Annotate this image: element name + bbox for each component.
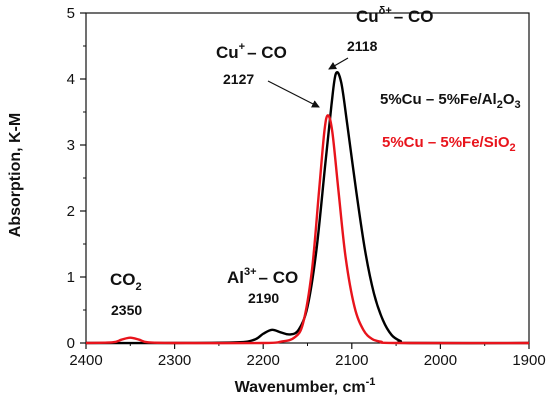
y-tick-label-0: 0 [67,335,75,352]
plot-frame [85,12,530,344]
x-axis-title: Wavenumber, cm-1 [235,376,376,396]
y-tick-label-1: 1 [67,269,75,286]
y-tick-label-4: 4 [67,71,75,88]
arrow-2118 [328,57,349,70]
x-tick-label-2100: 2100 [335,352,368,369]
y-tick-label-2: 2 [67,203,75,220]
y-axis-title: Absorption, K-M [7,113,24,237]
annot-cu-delta-value: 2118 [347,38,378,54]
annot-co2: CO2 [110,270,142,293]
series-line-al2o3 [85,71,530,345]
x-tick-label-2300: 2300 [158,352,191,369]
y-tick-label-3: 3 [67,137,75,154]
x-tick-label-2400: 2400 [69,352,102,369]
axes [85,12,530,344]
ticks: 2400 2300 2200 2100 2000 1900 0 1 2 3 4 5 [67,5,546,369]
annot-cu-plus-value: 2127 [223,71,254,87]
x-tick-label-2200: 2200 [247,352,280,369]
annot-al-value: 2190 [248,290,279,306]
x-tick-label-1900: 1900 [512,352,545,369]
x-tick-label-2000: 2000 [424,352,457,369]
annot-al: Al3+ – CO [227,266,298,287]
series-line-sio2 [85,114,530,345]
annot-cu-delta: Cuδ+ – CO [356,5,433,26]
series-group [85,71,530,345]
legend-al2o3: 5%Cu – 5%Fe/Al2O3 [380,91,521,111]
y-tick-label-5: 5 [67,5,75,22]
annot-co2-value: 2350 [111,302,142,318]
arrow-2127 [267,80,320,108]
annot-cu-plus: Cu+ – CO [216,41,287,62]
legend-sio2: 5%Cu – 5%Fe/SiO2 [382,134,516,154]
